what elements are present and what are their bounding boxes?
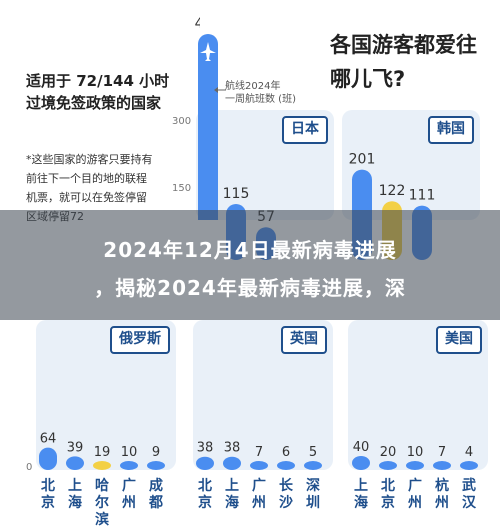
category-label-us-5: 武 xyxy=(462,477,476,494)
category-label-us-2: 京 xyxy=(381,494,395,511)
data-label-russia-4: 10 xyxy=(121,445,138,460)
bar-russia-2 xyxy=(66,456,84,470)
axis-tick-0: 0 xyxy=(26,462,33,473)
bar-us-4 xyxy=(433,461,451,470)
category-label-russia-1: 京 xyxy=(41,494,55,511)
data-label-us-4: 7 xyxy=(438,445,446,460)
category-label-uk-1: 北 xyxy=(198,478,212,494)
category-label-uk-2: 上 xyxy=(225,478,239,494)
data-label-uk-2: 38 xyxy=(224,441,241,456)
callout: 航线2024年 一周航班数 (班) xyxy=(225,80,296,106)
bar-russia-1 xyxy=(39,447,57,470)
category-label-uk-3: 广 xyxy=(252,477,266,494)
bar-us-3 xyxy=(406,461,424,470)
data-label-japan-2: 115 xyxy=(223,186,250,202)
axis-tick-300: 300 xyxy=(172,116,192,127)
category-label-russia-3: 尔 xyxy=(95,494,109,511)
headline-banner: 2024年12月4日最新病毒进展 ，揭秘2024年最新病毒进展，深 xyxy=(0,210,500,320)
category-label-russia-2: 上 xyxy=(68,478,82,494)
panel-russia: 俄罗斯 xyxy=(36,320,176,470)
banner-line-2: ，揭秘2024年最新病毒进展，深 xyxy=(94,276,406,300)
data-label-uk-4: 6 xyxy=(282,445,290,460)
category-label-uk-5: 深 xyxy=(306,477,320,494)
bar-russia-3 xyxy=(93,461,111,470)
data-label-us-1: 40 xyxy=(353,440,370,455)
bar-uk-2 xyxy=(223,456,241,470)
category-label-uk-2: 海 xyxy=(225,494,239,511)
panel-title-us: 美国 xyxy=(436,326,482,354)
bar-uk-4 xyxy=(277,461,295,470)
headline: 各国游客都爱往哪儿飞? xyxy=(330,33,477,91)
category-label-russia-4: 州 xyxy=(121,495,136,511)
plane-icon xyxy=(200,42,216,61)
data-label-russia-3: 19 xyxy=(94,445,111,460)
label-japan-1: 473 xyxy=(195,16,200,32)
category-label-us-1: 上 xyxy=(354,478,368,494)
panel-title-korea: 韩国 xyxy=(428,116,474,144)
data-label-uk-3: 7 xyxy=(255,445,263,460)
bar-russia-5 xyxy=(147,461,165,470)
bar-uk-5 xyxy=(304,461,322,470)
panel-uk: 英国 xyxy=(193,320,333,470)
data-label-korea-3: 111 xyxy=(409,188,436,204)
data-label-us-3: 10 xyxy=(407,445,424,460)
bar-russia-4 xyxy=(120,461,138,470)
category-label-uk-1: 京 xyxy=(198,494,212,511)
category-label-uk-4: 沙 xyxy=(279,495,293,511)
panel-title-japan: 日本 xyxy=(282,116,328,144)
category-label-us-5: 汉 xyxy=(462,495,477,511)
callout-arrow-icon xyxy=(214,87,226,93)
axis-tick-150: 150 xyxy=(172,183,192,194)
bar-uk-3 xyxy=(250,461,268,470)
category-label-us-3: 州 xyxy=(407,495,422,511)
category-label-uk-4: 长 xyxy=(279,477,294,494)
data-label-uk-5: 5 xyxy=(309,445,317,460)
category-label-us-3: 广 xyxy=(408,477,422,494)
panel-title-russia: 俄罗斯 xyxy=(110,326,170,354)
data-label-russia-2: 39 xyxy=(67,440,84,455)
category-label-russia-5: 成 xyxy=(149,477,163,494)
data-label-russia-1: 64 xyxy=(40,432,57,447)
category-label-russia-5: 都 xyxy=(148,495,163,511)
data-label-japan-1: 473 xyxy=(195,16,200,32)
category-label-russia-3: 哈 xyxy=(95,477,109,494)
category-label-us-1: 海 xyxy=(354,494,368,511)
category-label-uk-3: 州 xyxy=(251,495,266,511)
bar-japan-1 xyxy=(198,34,218,220)
data-label-us-5: 4 xyxy=(465,445,473,460)
note-title: 适用于 72/144 小时过境免签政策的国家 xyxy=(26,72,170,112)
data-label-us-2: 20 xyxy=(380,445,397,460)
callout-line2: 一周航班数 (班) xyxy=(225,94,296,105)
data-label-uk-1: 38 xyxy=(197,441,214,456)
bar-us-1 xyxy=(352,456,370,470)
data-label-korea-1: 201 xyxy=(349,152,376,168)
category-label-russia-2: 海 xyxy=(68,494,82,511)
panel-us: 美国 xyxy=(348,320,488,470)
bar-us-2 xyxy=(379,461,397,470)
category-label-russia-4: 广 xyxy=(122,477,136,494)
callout-line1: 航线2024年 xyxy=(225,81,281,92)
panel-title-uk: 英国 xyxy=(281,326,327,354)
bar-uk-1 xyxy=(196,456,214,470)
data-label-korea-2: 122 xyxy=(379,183,406,199)
data-label-russia-5: 9 xyxy=(152,445,160,460)
category-label-us-4: 杭 xyxy=(435,477,449,494)
category-label-russia-1: 北 xyxy=(41,478,55,494)
category-label-uk-5: 圳 xyxy=(306,495,320,511)
category-label-us-4: 州 xyxy=(434,495,449,511)
bar-us-5 xyxy=(460,461,478,470)
category-label-russia-3: 滨 xyxy=(95,511,109,528)
panel-japan: 日本 xyxy=(196,110,334,220)
category-label-us-2: 北 xyxy=(381,478,395,494)
banner-line-1: 2024年12月4日最新病毒进展 xyxy=(103,238,397,262)
